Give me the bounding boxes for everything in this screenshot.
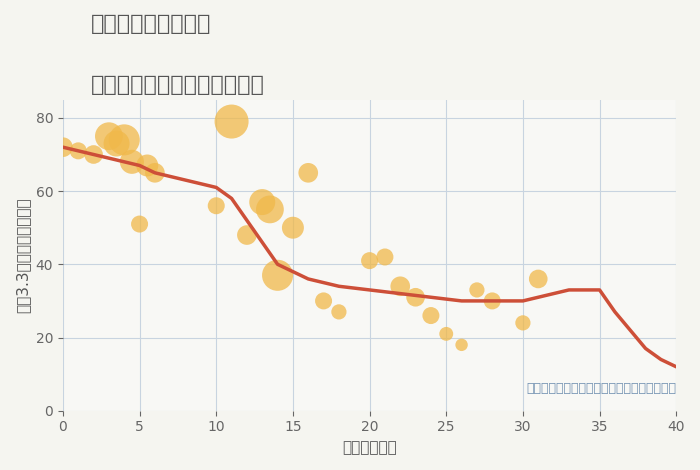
Point <box>134 220 145 228</box>
Point <box>471 286 482 294</box>
Point <box>241 231 253 239</box>
Point <box>379 253 391 261</box>
Point <box>333 308 344 316</box>
Text: 三重県鈴鹿市徳田町: 三重県鈴鹿市徳田町 <box>91 14 211 34</box>
Text: 築年数別中古マンション価格: 築年数別中古マンション価格 <box>91 75 265 95</box>
Point <box>456 341 467 349</box>
Point <box>272 272 284 279</box>
Y-axis label: 平（3.3㎡）単価（万円）: 平（3.3㎡）単価（万円） <box>15 197 30 313</box>
Point <box>73 147 84 155</box>
Point <box>486 297 498 305</box>
Point <box>149 169 160 177</box>
Point <box>410 293 421 301</box>
X-axis label: 築年数（年）: 築年数（年） <box>342 440 397 455</box>
Point <box>265 206 276 213</box>
Point <box>533 275 544 283</box>
Point <box>118 136 130 144</box>
Point <box>211 202 222 210</box>
Point <box>287 224 298 231</box>
Point <box>395 282 406 290</box>
Point <box>517 319 528 327</box>
Point <box>226 118 237 125</box>
Point <box>126 158 137 165</box>
Point <box>318 297 329 305</box>
Point <box>57 143 69 151</box>
Point <box>111 140 122 147</box>
Point <box>426 312 437 319</box>
Point <box>440 330 452 337</box>
Point <box>257 198 268 206</box>
Point <box>364 257 375 265</box>
Text: 円の大きさは、取引のあった物件面積を示す: 円の大きさは、取引のあった物件面積を示す <box>526 382 676 395</box>
Point <box>302 169 314 177</box>
Point <box>104 133 115 140</box>
Point <box>141 162 153 169</box>
Point <box>88 151 99 158</box>
